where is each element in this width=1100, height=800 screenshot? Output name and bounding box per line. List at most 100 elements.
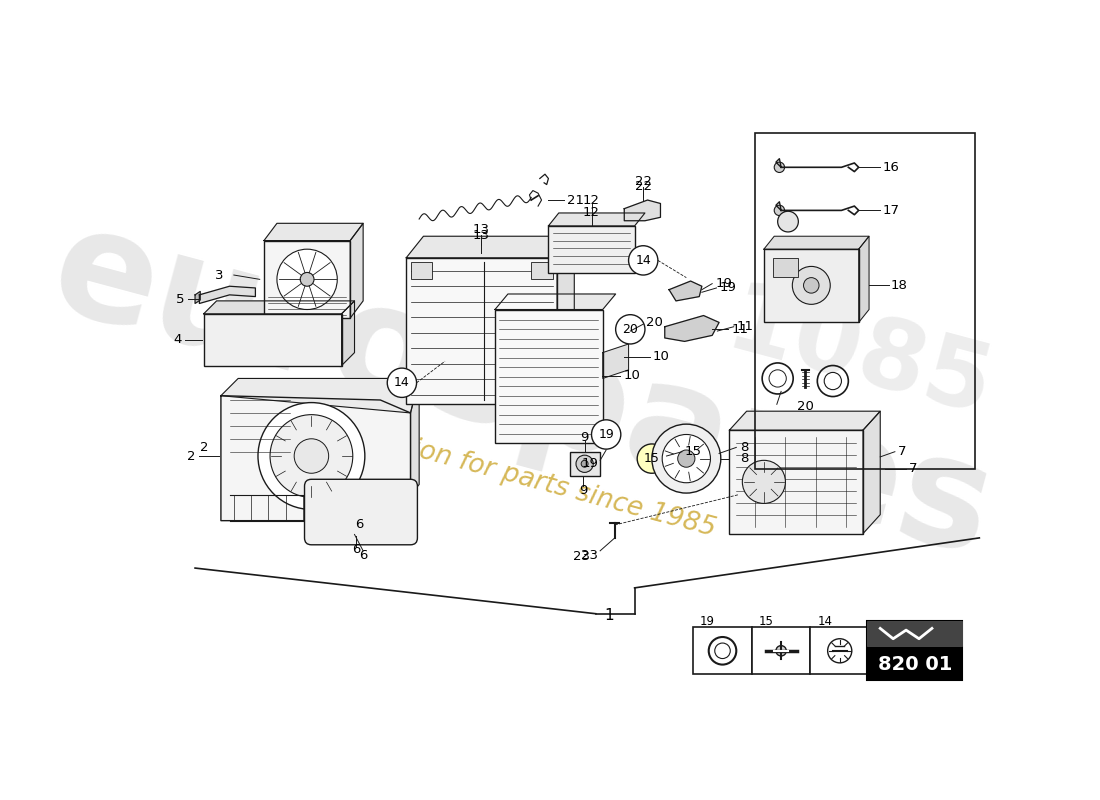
- Bar: [406, 258, 557, 404]
- Circle shape: [628, 246, 658, 275]
- Text: a passion for parts since 1985: a passion for parts since 1985: [327, 414, 718, 542]
- Text: 1: 1: [604, 608, 614, 623]
- Circle shape: [581, 460, 589, 467]
- Polygon shape: [495, 294, 616, 310]
- Circle shape: [277, 249, 338, 310]
- Polygon shape: [557, 236, 574, 404]
- Bar: [495, 310, 603, 443]
- Text: 2: 2: [187, 450, 195, 462]
- Polygon shape: [859, 236, 869, 322]
- Bar: [811, 626, 869, 674]
- Text: 20: 20: [646, 316, 662, 329]
- Circle shape: [616, 314, 645, 344]
- Bar: [549, 226, 635, 274]
- Text: 15: 15: [644, 452, 660, 465]
- Text: 6: 6: [354, 518, 363, 531]
- Circle shape: [387, 368, 417, 398]
- Text: 6: 6: [352, 543, 361, 557]
- Bar: [204, 314, 342, 366]
- Polygon shape: [603, 344, 628, 378]
- Text: 13: 13: [473, 223, 490, 236]
- Bar: [772, 258, 799, 277]
- Polygon shape: [729, 411, 880, 430]
- Bar: [531, 262, 552, 279]
- Polygon shape: [625, 200, 660, 221]
- Polygon shape: [763, 236, 869, 249]
- Bar: [763, 249, 859, 322]
- Text: 2: 2: [200, 441, 209, 454]
- Circle shape: [776, 646, 786, 656]
- Text: 16: 16: [883, 161, 900, 174]
- Polygon shape: [264, 223, 363, 241]
- Circle shape: [715, 643, 730, 658]
- Text: 21: 21: [568, 194, 584, 206]
- Text: 13: 13: [473, 229, 490, 242]
- Circle shape: [778, 211, 799, 232]
- Text: 11: 11: [732, 323, 748, 336]
- Text: 3: 3: [214, 269, 223, 282]
- Text: 10: 10: [652, 350, 670, 363]
- Bar: [867, 622, 962, 646]
- Circle shape: [774, 162, 784, 173]
- Circle shape: [792, 266, 830, 304]
- Bar: [729, 430, 864, 534]
- Bar: [570, 452, 601, 476]
- Circle shape: [662, 434, 711, 482]
- Bar: [264, 241, 350, 318]
- Circle shape: [258, 402, 365, 510]
- Text: 14: 14: [636, 254, 651, 267]
- Text: 1085: 1085: [716, 277, 1001, 437]
- Circle shape: [300, 273, 313, 286]
- Bar: [756, 133, 975, 469]
- Text: 4: 4: [173, 333, 182, 346]
- Polygon shape: [342, 301, 354, 366]
- Text: 8: 8: [740, 452, 748, 465]
- Text: 22: 22: [635, 175, 651, 189]
- Text: 8: 8: [740, 441, 748, 454]
- Text: 10: 10: [624, 370, 640, 382]
- Text: 19: 19: [598, 428, 614, 441]
- Text: 19: 19: [719, 282, 736, 294]
- Bar: [867, 622, 962, 680]
- Text: 9: 9: [579, 484, 587, 497]
- Text: 18: 18: [891, 279, 908, 292]
- Text: 20: 20: [796, 400, 814, 414]
- Text: 19: 19: [716, 277, 733, 290]
- Text: 7: 7: [909, 462, 917, 475]
- Text: 22: 22: [635, 180, 651, 193]
- Text: eurospares: eurospares: [36, 194, 1009, 588]
- Text: 19: 19: [700, 615, 715, 628]
- Circle shape: [592, 420, 620, 449]
- Polygon shape: [549, 213, 645, 226]
- FancyBboxPatch shape: [305, 479, 417, 545]
- Text: 5: 5: [176, 293, 185, 306]
- Text: 17: 17: [883, 204, 900, 217]
- Polygon shape: [410, 378, 419, 495]
- Text: 12: 12: [583, 194, 600, 206]
- Polygon shape: [669, 281, 702, 301]
- Polygon shape: [664, 315, 719, 342]
- Polygon shape: [406, 236, 574, 258]
- Text: 11: 11: [736, 320, 754, 334]
- Circle shape: [270, 414, 353, 498]
- Polygon shape: [199, 286, 255, 303]
- Text: 23: 23: [573, 550, 590, 563]
- Polygon shape: [864, 411, 880, 534]
- Polygon shape: [204, 301, 354, 314]
- Bar: [693, 626, 751, 674]
- Circle shape: [742, 460, 785, 503]
- Text: 15: 15: [684, 446, 702, 458]
- Text: 14: 14: [817, 615, 833, 628]
- Polygon shape: [195, 291, 200, 303]
- Text: 14: 14: [394, 376, 410, 390]
- Bar: [410, 262, 432, 279]
- Text: 820 01: 820 01: [878, 655, 952, 674]
- Polygon shape: [221, 396, 410, 521]
- Text: 7: 7: [899, 446, 906, 458]
- Text: 19: 19: [582, 458, 598, 470]
- Text: 12: 12: [583, 206, 600, 218]
- Circle shape: [803, 278, 820, 293]
- Circle shape: [652, 424, 720, 493]
- Circle shape: [294, 438, 329, 474]
- Text: 9: 9: [581, 430, 589, 443]
